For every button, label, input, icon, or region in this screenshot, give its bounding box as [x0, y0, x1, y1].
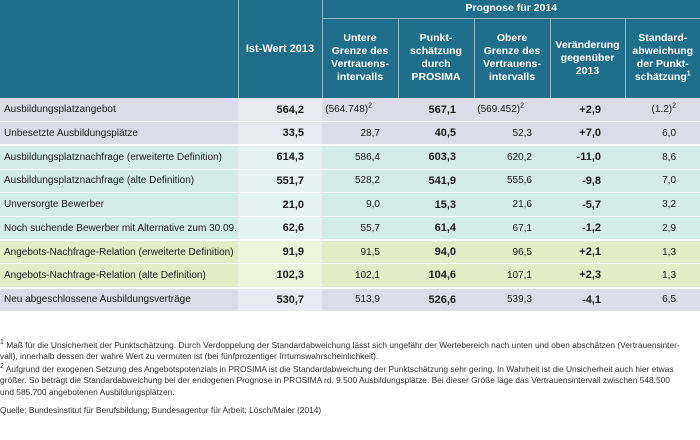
table-row: Angebots-Nachfrage-Relation (erweiterte …: [0, 240, 700, 265]
cell-ist-wert: 614,3: [238, 145, 322, 170]
cell-ist-wert: 62,6: [238, 216, 322, 242]
cell-ist-wert: 21,0: [238, 192, 322, 217]
cell-punktschaetzung: 603,3: [398, 145, 474, 170]
forecast-table: Ist-Wert 2013 Prognose für 2014 Untere G…: [0, 0, 700, 312]
header-blank: [0, 0, 238, 98]
cell-obere-grenze: 539,3: [474, 287, 550, 312]
cell-untere-grenze: 528,2: [322, 169, 398, 194]
cell-untere-grenze: 28,7: [322, 121, 398, 147]
cell-standardabweichung: 3,2: [625, 192, 700, 217]
cell-punktschaetzung: 94,0: [398, 240, 474, 265]
footnotes: 1 Maß für die Unsicherheit der Punktschä…: [0, 339, 700, 417]
cell-veraenderung: -1,2: [550, 216, 625, 242]
row-label: Unbesetzte Ausbildungsplätze: [0, 121, 238, 147]
cell-ist-wert: 551,7: [238, 169, 322, 194]
header-row-top: Ist-Wert 2013 Prognose für 2014: [0, 0, 700, 98]
cell-veraenderung: +7,0: [550, 121, 625, 147]
table-row: Ausbildungsplatzangebot 564,2 (564.748)2…: [0, 98, 700, 123]
cell-obere-grenze: 107,1: [474, 263, 550, 289]
cell-ist-wert: 564,2: [238, 98, 322, 123]
cell-standardabweichung: 1,3: [625, 263, 700, 289]
cell-standardabweichung: 2,9: [625, 216, 700, 242]
table-row: Unversorgte Bewerber 21,0 9,0 15,3 21,6 …: [0, 192, 700, 217]
cell-punktschaetzung: 541,9: [398, 169, 474, 194]
cell-standardabweichung: 8,6: [625, 145, 700, 170]
row-label: Unversorgte Bewerber: [0, 192, 238, 217]
cell-obere-grenze: 21,6: [474, 192, 550, 217]
footnote-2: 2 Aufgrund der exogenen Setzung des Ange…: [0, 363, 674, 397]
header-obere-grenze: Obere Grenze des Vertrauens- intervalls: [473, 18, 550, 98]
cell-obere-grenze: 555,6: [474, 169, 550, 194]
row-label: Ausbildungsplatznachfrage (erweiterte De…: [0, 145, 238, 170]
cell-veraenderung: -9,8: [550, 169, 625, 194]
cell-veraenderung: +2,1: [550, 240, 625, 265]
cell-untere-grenze: 586,4: [322, 145, 398, 170]
cell-untere-grenze: 9,0: [322, 192, 398, 217]
cell-ist-wert: 91,9: [238, 240, 322, 265]
cell-standardabweichung: (1.2)2: [625, 98, 700, 123]
cell-untere-grenze: 102,1: [322, 263, 398, 289]
table-row: Unbesetzte Ausbildungsplätze 33,5 28,7 4…: [0, 121, 700, 147]
cell-punktschaetzung: 15,3: [398, 192, 474, 217]
table-row: Ausbildungsplatznachfrage (erweiterte De…: [0, 145, 700, 170]
cell-untere-grenze: 513,9: [322, 287, 398, 312]
row-label: Angebots-Nachfrage-Relation (alte Defini…: [0, 263, 238, 289]
table-row: Ausbildungsplatznachfrage (alte Definiti…: [0, 169, 700, 194]
cell-standardabweichung: 7,0: [625, 169, 700, 194]
header-ist-wert: Ist-Wert 2013: [237, 0, 322, 98]
footnote-1: 1 Maß für die Unsicherheit der Punktschä…: [0, 339, 680, 362]
table-row: Neu abgeschlossene Ausbildungsverträge 5…: [0, 287, 700, 312]
cell-obere-grenze: 52,3: [474, 121, 550, 147]
header-veraenderung: Veränderung gegenüber 2013: [549, 18, 625, 98]
header-untere-grenze: Untere Grenze des Vertrauens- intervalls: [321, 18, 398, 98]
cell-punktschaetzung: 567,1: [398, 98, 474, 123]
cell-ist-wert: 33,5: [238, 121, 322, 147]
cell-ist-wert: 102,3: [238, 263, 322, 289]
cell-standardabweichung: 6,5: [625, 287, 700, 312]
cell-obere-grenze: (569.452)2: [474, 98, 550, 123]
cell-obere-grenze: 96,5: [474, 240, 550, 265]
cell-untere-grenze: 55,7: [322, 216, 398, 242]
cell-untere-grenze: (564.748)2: [322, 98, 398, 123]
table-row: Angebots-Nachfrage-Relation (alte Defini…: [0, 263, 700, 289]
row-label: Neu abgeschlossene Ausbildungsverträge: [0, 287, 238, 312]
cell-punktschaetzung: 40,5: [398, 121, 474, 147]
cell-obere-grenze: 67,1: [474, 216, 550, 242]
header-punktschaetzung: Punkt- schätzung durch PROSIMA: [397, 18, 474, 98]
cell-veraenderung: -11,0: [550, 145, 625, 170]
row-label: Angebots-Nachfrage-Relation (erweiterte …: [0, 240, 238, 265]
cell-veraenderung: +2,9: [550, 98, 625, 123]
cell-veraenderung: -4,1: [550, 287, 625, 312]
cell-standardabweichung: 1,3: [625, 240, 700, 265]
header-standardabweichung: Standard- abweichung der Punkt- schätzun…: [624, 18, 700, 98]
cell-veraenderung: +2,3: [550, 263, 625, 289]
row-label: Ausbildungsplatznachfrage (alte Definiti…: [0, 169, 238, 194]
cell-obere-grenze: 620,2: [474, 145, 550, 170]
cell-punktschaetzung: 526,6: [398, 287, 474, 312]
header-row-sub: Untere Grenze des Vertrauens- intervalls…: [0, 18, 700, 98]
header-prognose: Prognose für 2014: [321, 0, 700, 19]
cell-untere-grenze: 91,5: [322, 240, 398, 265]
cell-standardabweichung: 6,0: [625, 121, 700, 147]
row-label: Noch suchende Bewerber mit Alternative z…: [0, 216, 238, 242]
cell-ist-wert: 530,7: [238, 287, 322, 312]
cell-veraenderung: -5,7: [550, 192, 625, 217]
table-row: Noch suchende Bewerber mit Alternative z…: [0, 216, 700, 242]
cell-punktschaetzung: 61,4: [398, 216, 474, 242]
source-note: Quelle: Bundesinstitut für Berufsbildung…: [0, 405, 322, 416]
row-label: Ausbildungsplatzangebot: [0, 98, 238, 123]
cell-punktschaetzung: 104,6: [398, 263, 474, 289]
